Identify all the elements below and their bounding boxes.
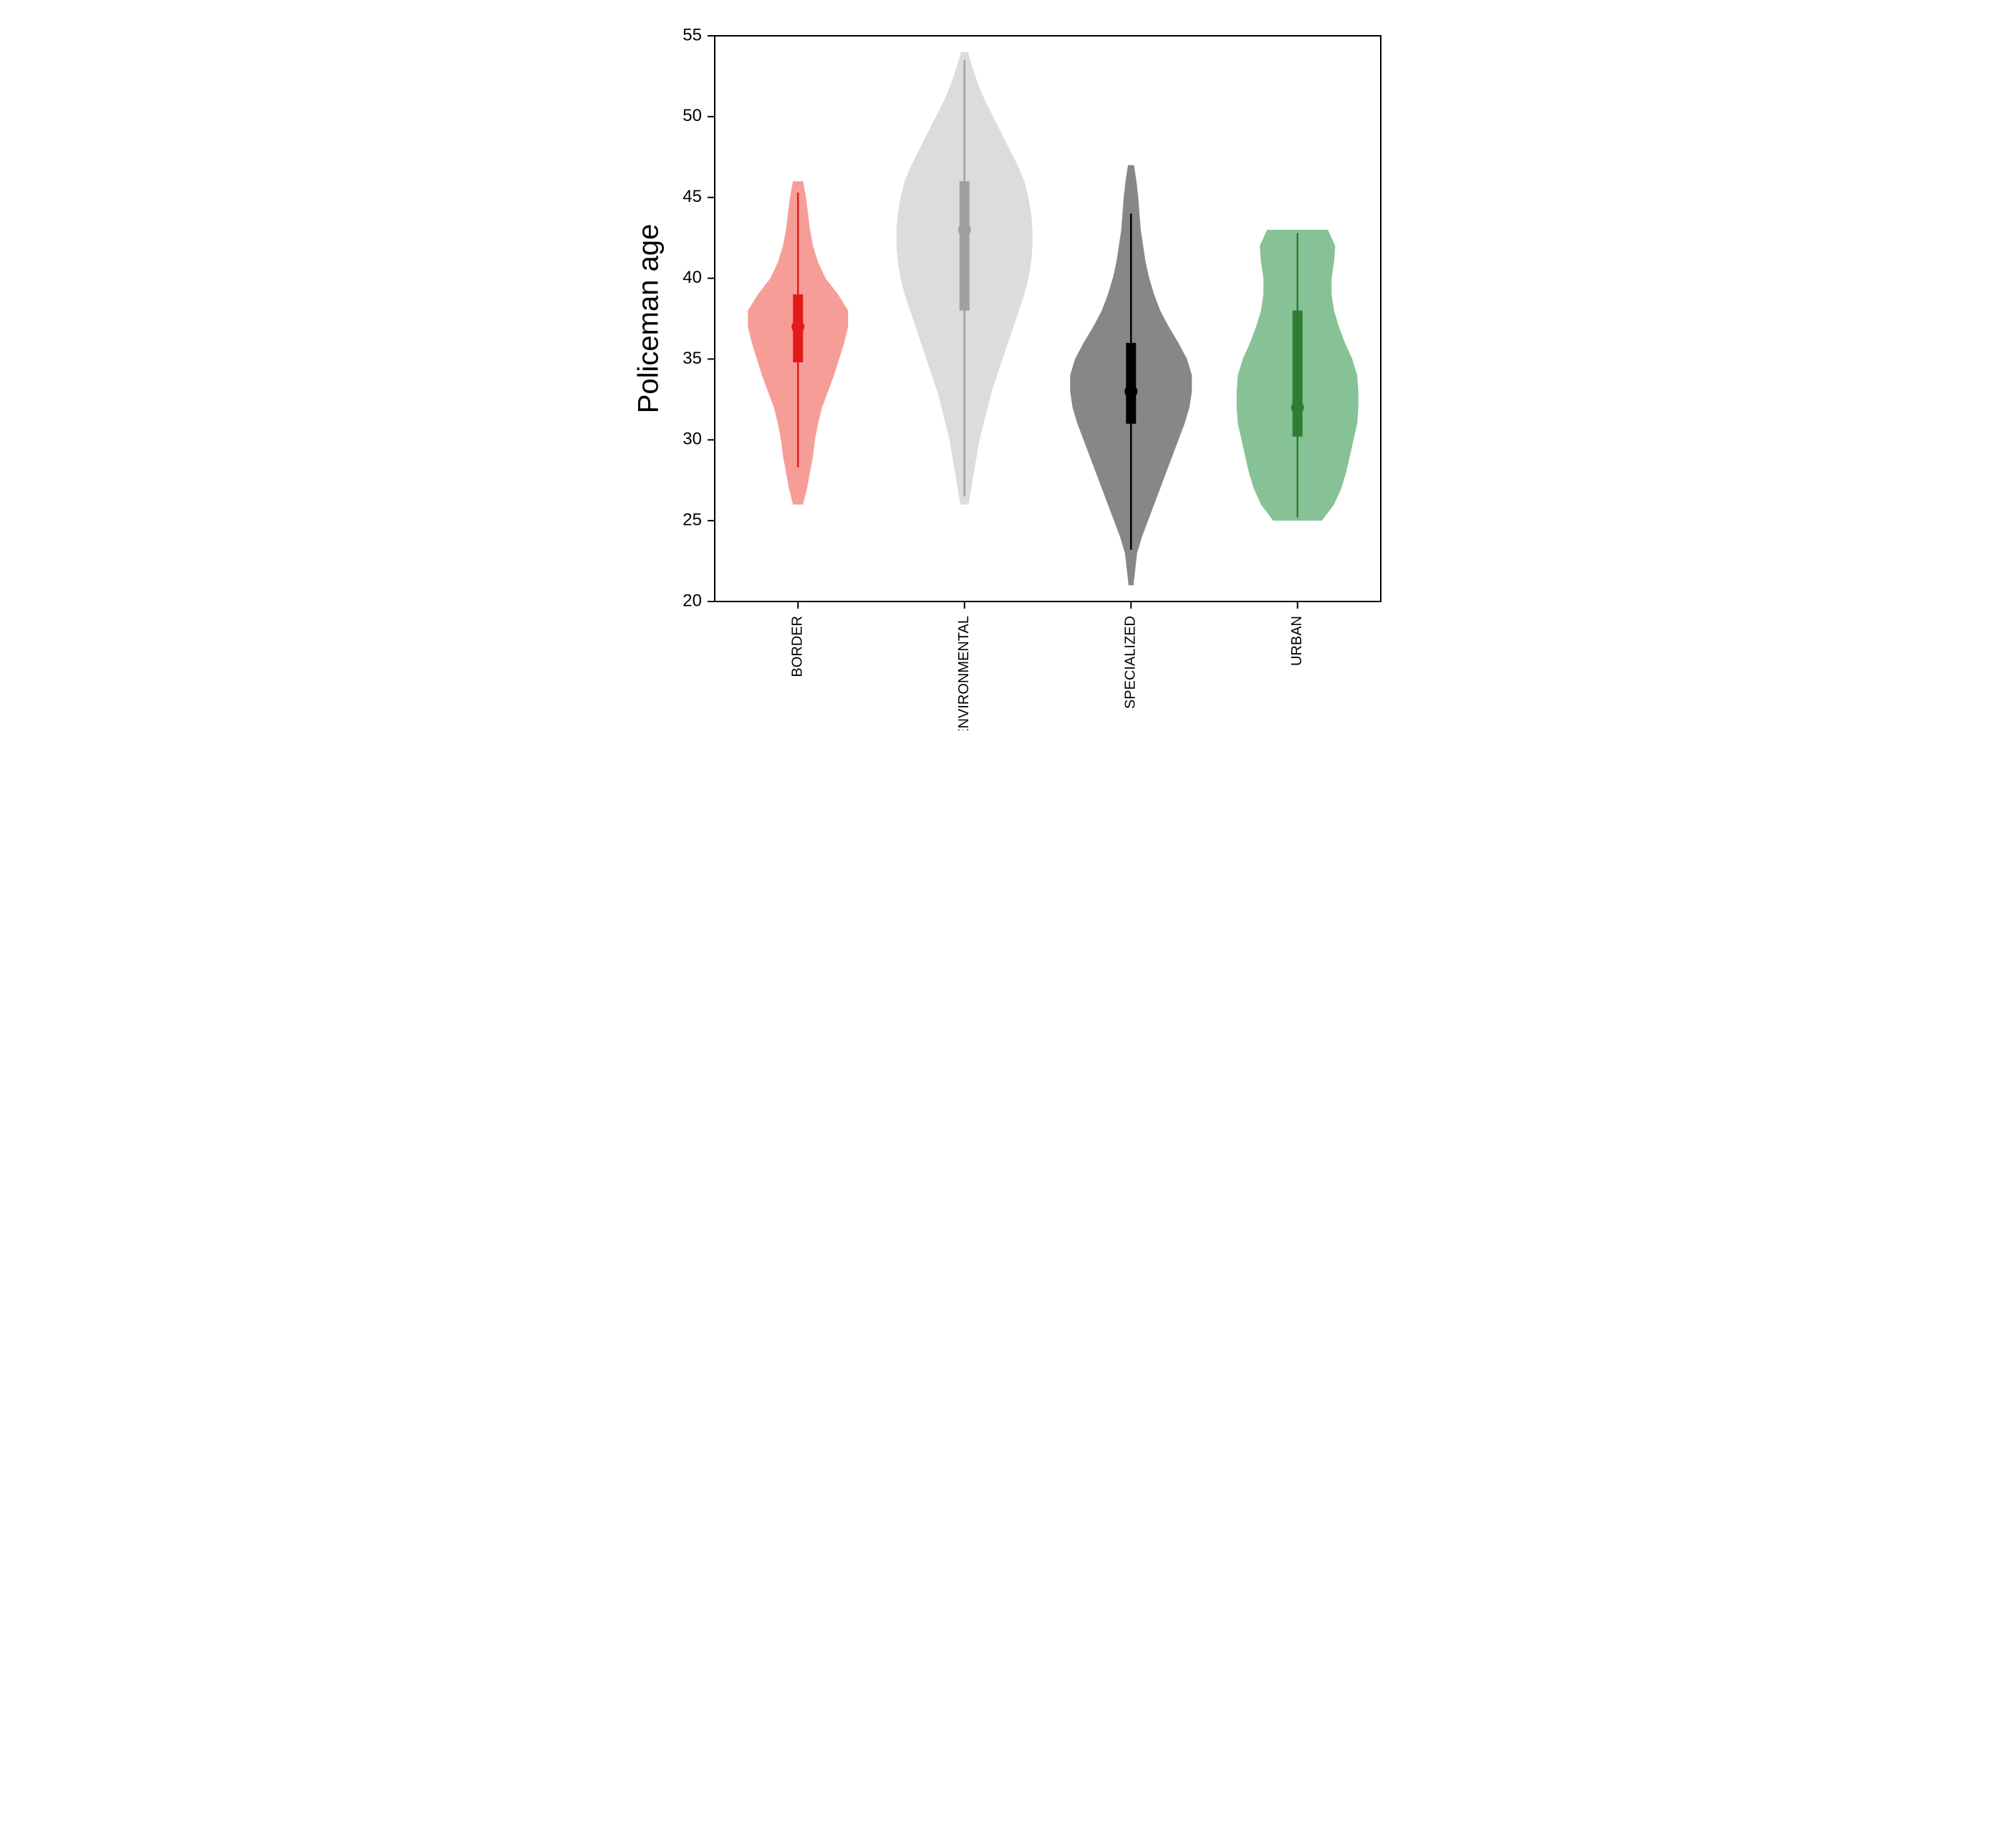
x-tick-label: BORDER <box>789 616 805 677</box>
y-tick-label: 40 <box>683 268 702 287</box>
median-dot <box>958 223 970 236</box>
violin-chart: 20 25 30 35 40 45 50 55 Policeman age BORDER ENVIR… <box>614 14 1402 730</box>
y-tick-label: 45 <box>683 187 702 206</box>
y-tick-label: 20 <box>683 591 702 610</box>
median-dot <box>1291 401 1303 414</box>
median-dot <box>1124 385 1137 398</box>
x-tick-label: ENVIRONMENTAL <box>956 616 972 730</box>
y-tick-label: 50 <box>683 106 702 125</box>
y-axis-title: Policeman age <box>632 224 664 414</box>
x-tick-label: SPECIALIZED <box>1122 616 1138 709</box>
median-dot <box>791 320 804 333</box>
y-tick-label: 30 <box>683 430 702 449</box>
y-tick-label: 25 <box>683 510 702 529</box>
y-tick-label: 55 <box>683 25 702 44</box>
y-tick-label: 35 <box>683 349 702 368</box>
x-tick-label: URBAN <box>1289 616 1305 666</box>
